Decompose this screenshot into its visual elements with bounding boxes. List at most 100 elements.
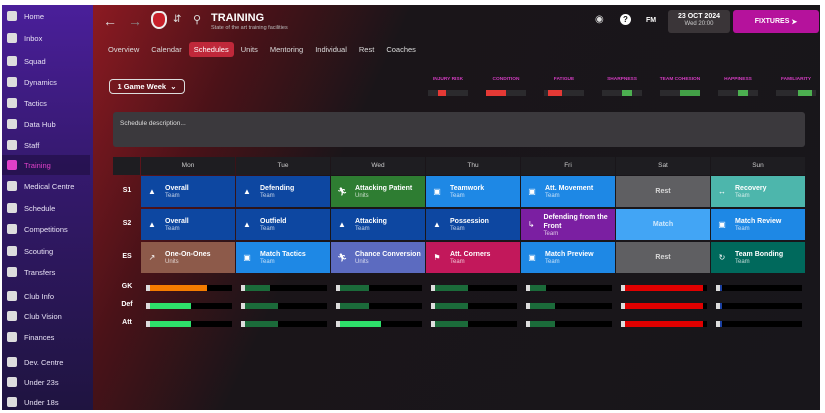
load-marker-icon	[146, 303, 150, 309]
session-title: Overall	[165, 185, 189, 192]
session-title: Match	[652, 221, 674, 228]
sidebar-item-data-hub[interactable]: Data Hub	[2, 114, 90, 134]
sidebar-item-squad[interactable]: Squad	[2, 51, 90, 71]
sidebar-item-competitions[interactable]: Competitions	[2, 219, 90, 239]
load-fill	[530, 285, 547, 291]
tab-rest[interactable]: Rest	[358, 45, 375, 54]
period-dropdown[interactable]: 1 Game Week ⌄	[109, 79, 185, 94]
session-cell[interactable]: ▲ Outfield Team	[236, 209, 330, 240]
sidebar-item-label: Home	[24, 11, 45, 21]
back-arrow-icon[interactable]: ←	[103, 13, 117, 29]
session-cell[interactable]: ▣ Teamwork Team	[426, 176, 520, 207]
sidebar-item-club-info[interactable]: Club Info	[2, 286, 90, 306]
sidebar-item-finances[interactable]: Finances	[2, 327, 90, 347]
session-cell[interactable]: ▣ Match Review Team	[711, 209, 805, 240]
indicator-condition: CONDITION	[481, 77, 531, 96]
world-icon[interactable]: ◉	[595, 14, 604, 25]
session-cell[interactable]: ↳ Defending from the Front Team	[521, 209, 615, 240]
shirt-icon	[7, 56, 17, 66]
club-crest-icon[interactable]	[151, 11, 167, 29]
load-bar	[336, 285, 422, 291]
sidebar-item-training[interactable]: Training	[2, 155, 90, 175]
load-fill	[625, 303, 703, 309]
load-fill	[530, 303, 555, 309]
session-cell[interactable]: 🏃︎ Chance Conversion Units	[331, 242, 425, 273]
load-bar	[241, 321, 327, 327]
tab-mentoring[interactable]: Mentoring	[269, 45, 304, 54]
load-bar	[336, 321, 422, 327]
session-cell[interactable]: ⚑ Att. Corners Team	[426, 242, 520, 273]
session-cell[interactable]: Match	[616, 209, 710, 240]
tab-schedules[interactable]: Schedules	[188, 42, 234, 57]
session-cell[interactable]: ▣ Match Preview Team	[521, 242, 615, 273]
calendar-icon	[7, 203, 17, 213]
tab-coaches[interactable]: Coaches	[386, 45, 416, 54]
sidebar-item-transfers[interactable]: Transfers	[2, 262, 90, 282]
indicator-bar	[660, 90, 700, 96]
search-icon[interactable]: ⚲	[193, 14, 202, 26]
tab-individual[interactable]: Individual	[315, 45, 347, 54]
session-cell[interactable]: ▲ Possession Team	[426, 209, 520, 240]
session-cell[interactable]: ▲ Overall Team	[141, 176, 235, 207]
session-cell[interactable]: ↔ Recovery Team	[711, 176, 805, 207]
session-cell[interactable]: ↻ Team Bonding Team	[711, 242, 805, 273]
load-fill	[720, 321, 722, 327]
tab-overview[interactable]: Overview	[108, 45, 140, 54]
sidebar-item-staff[interactable]: Staff	[2, 135, 90, 155]
sidebar-item-under-18s[interactable]: Under 18s	[2, 392, 90, 410]
day-header-mon: Mon	[141, 157, 235, 175]
day-header-sun: Sun	[711, 157, 805, 175]
load-marker-icon	[526, 303, 530, 309]
help-icon[interactable]: ?	[620, 14, 631, 25]
date-display[interactable]: 23 OCT 2024 Wed 20:00	[668, 10, 730, 33]
load-bar	[621, 321, 707, 327]
sidebar-item-dev-centre[interactable]: Dev. Centre	[2, 352, 90, 372]
clipboard-icon: ▣	[433, 187, 441, 196]
session-cell[interactable]: Rest	[616, 242, 710, 273]
indicator-label: INJURY RISK	[432, 77, 464, 82]
sidebar-item-scouting[interactable]: Scouting	[2, 241, 90, 261]
tab-units[interactable]: Units	[240, 45, 258, 54]
session-unit: Team	[735, 259, 750, 265]
load-bar	[621, 285, 707, 291]
session-cell[interactable]: ▲ Overall Team	[141, 209, 235, 240]
load-marker-icon	[431, 285, 435, 291]
session-cell[interactable]: 🏃︎ Attacking Patient Units	[331, 176, 425, 207]
sidebar-item-dynamics[interactable]: Dynamics	[2, 72, 90, 92]
schedule-description-input[interactable]: Schedule description...	[113, 112, 805, 147]
tab-calendar[interactable]: Calendar	[151, 45, 182, 54]
data-hub-icon	[7, 119, 17, 129]
sidebar-item-schedule[interactable]: Schedule	[2, 198, 90, 218]
session-cell[interactable]: ▲ Attacking Team	[331, 209, 425, 240]
session-text: Chance Conversion Units	[355, 250, 421, 265]
session-unit: Team	[165, 193, 180, 199]
club-switch-icon[interactable]: ⇵	[173, 14, 182, 25]
session-unit: Units	[355, 259, 369, 265]
session-text: Team Bonding Team	[735, 250, 783, 265]
sidebar-item-club-vision[interactable]: Club Vision	[2, 306, 90, 326]
session-title: Possession	[450, 218, 489, 225]
sidebar-item-under-23s[interactable]: Under 23s	[2, 372, 90, 392]
sidebar-item-medical-centre[interactable]: Medical Centre	[2, 176, 90, 196]
session-cell[interactable]: ↗ One-On-Ones Units	[141, 242, 235, 273]
fm-menu-button[interactable]: FM	[646, 17, 657, 24]
forward-arrow-icon[interactable]: →	[128, 13, 142, 29]
session-cell[interactable]: ▣ Match Tactics Team	[236, 242, 330, 273]
load-marker-icon	[146, 285, 150, 291]
session-cell[interactable]: ▲ Defending Team	[236, 176, 330, 207]
load-fill	[150, 321, 191, 327]
cone-icon: ▲	[433, 220, 441, 229]
indicator-familiarity: FAMILIARITY	[771, 77, 820, 96]
session-cell[interactable]: Rest	[616, 176, 710, 207]
load-bar	[526, 285, 612, 291]
sidebar-item-home[interactable]: Home	[2, 6, 90, 26]
sidebar-item-tactics[interactable]: Tactics	[2, 93, 90, 113]
session-cell[interactable]: ▣ Att. Movement Team	[521, 176, 615, 207]
fixtures-button[interactable]: FIXTURES ➤	[733, 10, 819, 33]
load-marker-icon	[241, 303, 245, 309]
sidebar-item-label: Competitions	[24, 224, 68, 234]
session-text: Rest	[655, 253, 670, 262]
session-text: Possession Team	[450, 217, 489, 232]
sidebar-item-inbox[interactable]: Inbox	[2, 28, 90, 48]
load-marker-icon	[241, 321, 245, 327]
